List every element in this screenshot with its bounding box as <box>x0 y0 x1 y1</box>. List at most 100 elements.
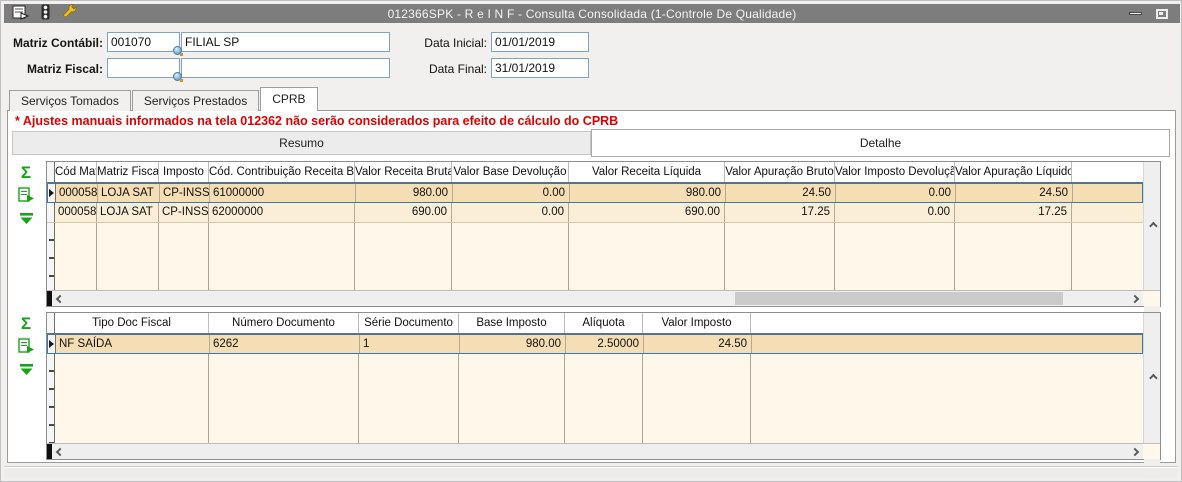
scroll-grip[interactable] <box>47 291 52 306</box>
form-export-icon[interactable] <box>12 5 30 23</box>
matriz-contabil-code-field[interactable] <box>107 32 180 52</box>
scroll-button-left[interactable] <box>52 444 68 459</box>
data-final-field[interactable] <box>491 58 589 78</box>
row-indicator-filler <box>47 354 55 443</box>
vertical-scrollbar[interactable] <box>1143 162 1160 418</box>
grid-cell[interactable]: CP-INSS <box>159 203 209 222</box>
lookup-icon[interactable] <box>173 72 183 82</box>
scrollbar-corner <box>1143 444 1160 459</box>
grid-cell[interactable]: 000058 <box>56 184 98 202</box>
grid-cell[interactable]: 17.25 <box>725 203 835 222</box>
column-header[interactable]: Valor Apuração Líquido <box>955 162 1072 182</box>
horizontal-scroll-track[interactable] <box>68 444 1127 459</box>
column-header[interactable]: Cód Matri <box>55 162 97 182</box>
column-header[interactable]: Matriz Fiscal <box>97 162 159 182</box>
matriz-contabil-desc-field[interactable] <box>181 32 390 52</box>
matriz-fiscal-label: Matriz Fiscal: <box>26 62 103 76</box>
grid-cell[interactable]: 000058 <box>55 203 97 222</box>
export-grid-icon[interactable] <box>17 338 35 357</box>
column-header[interactable]: Número Documento <box>209 313 359 333</box>
horizontal-scrollbar[interactable] <box>47 444 1143 459</box>
grid-cell[interactable]: 1 <box>360 335 460 353</box>
grid-cell[interactable]: 0.00 <box>453 184 570 202</box>
grid-cell[interactable]: 61000000 <box>210 184 356 202</box>
column-header[interactable]: Valor Imposto Devolução <box>835 162 955 182</box>
tab-cprb[interactable]: CPRB <box>260 87 318 111</box>
restore-button[interactable] <box>1156 8 1168 19</box>
grid-cell-trailing <box>752 335 1142 353</box>
grid-cell[interactable]: 6262 <box>210 335 360 353</box>
column-header[interactable]: Valor Receita Líquida <box>569 162 725 182</box>
grid-row[interactable]: 000058 LOJA SAT CP-INSS 61000000 980.00 0.00 9… <box>47 183 1143 203</box>
tab-servicos-tomados[interactable]: Serviços Tomados <box>9 90 131 111</box>
column-header[interactable]: Alíquota <box>565 313 643 333</box>
title-bar[interactable]: 012366SPK - R e I N F - Consulta Consoli… <box>4 4 1180 23</box>
grid-cell[interactable]: 0.00 <box>836 184 956 202</box>
horizontal-scrollbar[interactable] <box>47 291 1143 306</box>
view-tab-detalhe[interactable]: Detalhe <box>591 129 1170 157</box>
grid-cell[interactable]: LOJA SAT <box>97 203 159 222</box>
column-header[interactable]: Base Imposto <box>459 313 565 333</box>
scroll-button-up[interactable] <box>1144 162 1160 290</box>
data-inicial-field[interactable] <box>491 32 589 52</box>
sum-icon[interactable]: Σ <box>20 163 32 182</box>
warning-text: * Ajustes manuais informados na tela 012… <box>15 114 619 128</box>
scrollbar-corner <box>1143 291 1160 306</box>
documentos-grid[interactable]: Tipo Doc Fiscal Número Documento Série Doc… <box>46 312 1161 481</box>
column-header[interactable]: Tipo Doc Fiscal <box>55 313 209 333</box>
grid-empty-area <box>47 223 1143 290</box>
export-grid-icon[interactable] <box>17 187 35 206</box>
scrollbar-thumb[interactable] <box>735 292 1064 305</box>
grid-header-row: Tipo Doc Fiscal Número Documento Série Doc… <box>47 313 1143 334</box>
sum-icon[interactable]: Σ <box>20 314 32 333</box>
column-header[interactable]: Série Documento <box>359 313 459 333</box>
grid-cell[interactable]: 17.25 <box>955 203 1072 222</box>
column-header[interactable]: Valor Base Devolução <box>452 162 569 182</box>
column-header[interactable]: Cód. Contribuição Receita Bruta <box>209 162 355 182</box>
grid-row[interactable]: NF SAÍDA 6262 1 980.00 2.50000 24.50 <box>47 334 1143 354</box>
column-header[interactable]: Valor Imposto <box>643 313 751 333</box>
scroll-button-left[interactable] <box>52 291 68 306</box>
grid-cell[interactable]: NF SAÍDA <box>56 335 210 353</box>
cprb-panel: * Ajustes manuais informados na tela 012… <box>7 110 1176 481</box>
scroll-button-up[interactable] <box>1144 313 1160 443</box>
scroll-button-right[interactable] <box>1127 291 1143 306</box>
goto-last-icon[interactable] <box>19 363 34 379</box>
grid-cell[interactable]: 980.00 <box>570 184 726 202</box>
traffic-light-icon[interactable] <box>40 4 51 23</box>
row-indicator <box>48 335 56 353</box>
matriz-fiscal-desc-field[interactable] <box>181 58 390 78</box>
grid-cell[interactable]: LOJA SAT <box>98 184 160 202</box>
grid-cell[interactable]: 24.50 <box>726 184 836 202</box>
grid-cell[interactable]: 690.00 <box>569 203 725 222</box>
grid-cell[interactable]: 62000000 <box>209 203 355 222</box>
grid-cell[interactable]: 24.50 <box>956 184 1073 202</box>
vertical-scrollbar[interactable] <box>1143 313 1160 481</box>
goto-last-icon[interactable] <box>19 212 34 228</box>
grid-row[interactable]: 000058 LOJA SAT CP-INSS 62000000 690.00 0.00 6… <box>47 203 1143 223</box>
minimize-button[interactable] <box>1129 12 1142 15</box>
tab-servicos-prestados[interactable]: Serviços Prestados <box>131 90 260 111</box>
column-header[interactable]: Valor Receita Bruta <box>355 162 452 182</box>
consolidado-toolbar: Σ <box>13 164 39 228</box>
status-bar <box>4 467 1178 478</box>
grid-cell[interactable]: 980.00 <box>460 335 566 353</box>
lookup-icon[interactable] <box>173 46 183 56</box>
horizontal-scroll-track[interactable] <box>68 291 1127 306</box>
grid-cell[interactable]: 0.00 <box>452 203 569 222</box>
grid-cell[interactable]: CP-INSS <box>160 184 210 202</box>
view-tab-resumo[interactable]: Resumo <box>12 131 591 155</box>
grid-cell[interactable]: 980.00 <box>356 184 453 202</box>
grid-cell[interactable]: 24.50 <box>644 335 752 353</box>
scroll-grip[interactable] <box>47 444 52 459</box>
grid-cell[interactable]: 690.00 <box>355 203 452 222</box>
wrench-icon[interactable] <box>62 4 78 23</box>
column-header[interactable]: Valor Apuração Bruto <box>725 162 835 182</box>
grid-cell[interactable]: 2.50000 <box>566 335 644 353</box>
scroll-button-right[interactable] <box>1127 444 1143 459</box>
grid-cell[interactable]: 0.00 <box>835 203 955 222</box>
column-header[interactable]: Imposto <box>159 162 209 182</box>
matriz-fiscal-code-field[interactable] <box>107 58 180 78</box>
